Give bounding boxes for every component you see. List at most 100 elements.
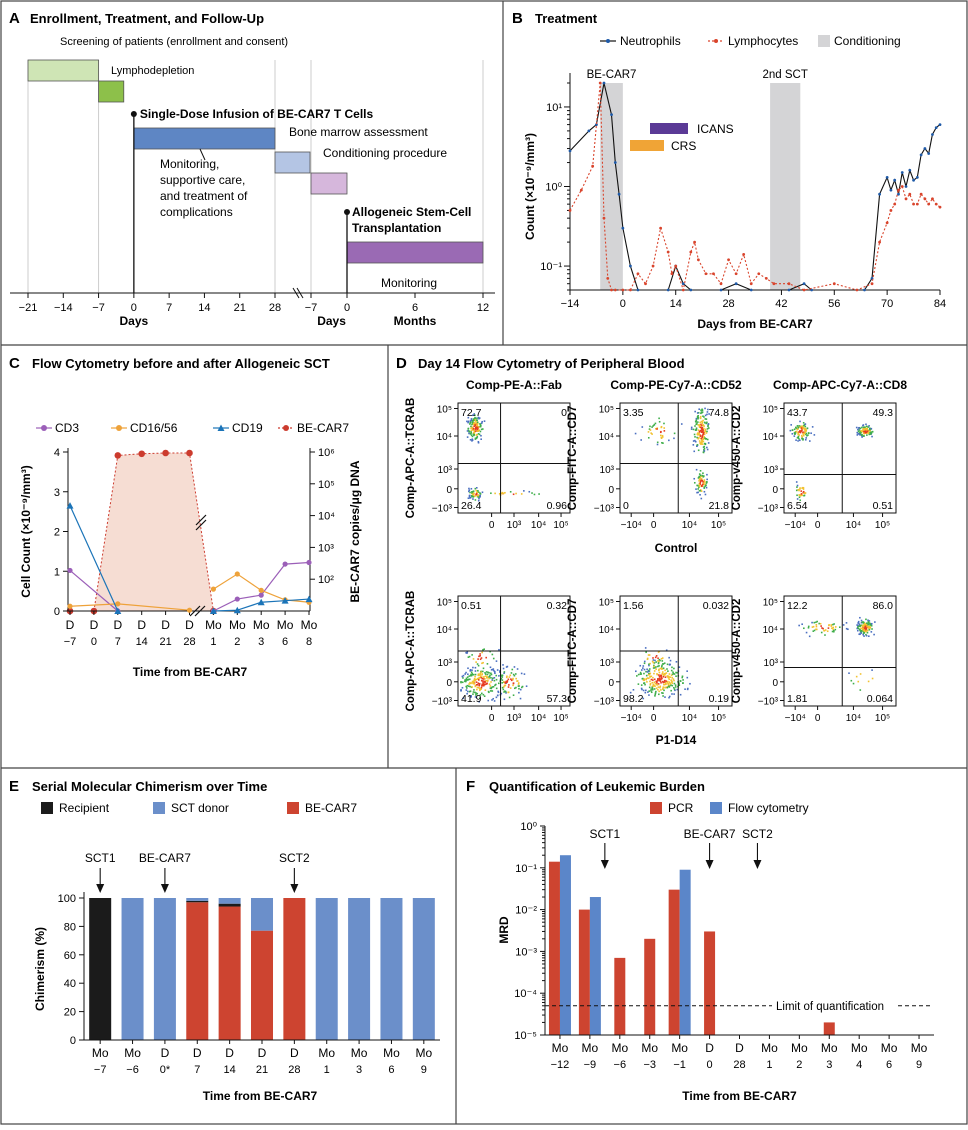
cell-event xyxy=(471,491,473,493)
region-label: 2nd SCT xyxy=(763,69,808,81)
cell-event xyxy=(533,493,536,496)
cell-event xyxy=(654,422,657,425)
event-bar-label: ICANS xyxy=(697,122,734,136)
tick-label: 3 xyxy=(356,1064,362,1076)
cell-event xyxy=(661,692,663,694)
event-bar xyxy=(630,140,664,151)
neutrophils-point xyxy=(912,178,915,182)
cell-event xyxy=(668,673,671,675)
cell-event xyxy=(862,627,864,630)
tick-label: 10⁻² xyxy=(515,905,537,917)
lymphocytes-point xyxy=(900,185,904,188)
cell-event xyxy=(477,441,480,444)
tick-label: D xyxy=(113,618,122,632)
cell-event xyxy=(512,682,515,685)
cell-event xyxy=(701,421,704,423)
cell-event xyxy=(470,434,473,436)
cell-event xyxy=(477,658,479,660)
cell-event xyxy=(640,439,642,441)
cell-event xyxy=(677,682,680,684)
cell-event xyxy=(497,690,499,693)
cell-event xyxy=(474,430,477,432)
cell-event xyxy=(702,451,705,454)
cell-event xyxy=(660,676,663,679)
cell-event xyxy=(476,491,479,493)
cell-event xyxy=(512,673,515,676)
cell-event xyxy=(479,694,482,696)
tick-label: −21 xyxy=(19,302,38,314)
cell-event xyxy=(661,668,664,670)
cell-event xyxy=(857,620,860,623)
cell-event xyxy=(478,697,481,700)
cell-event xyxy=(790,424,792,426)
cell-event xyxy=(799,430,801,432)
cell-event xyxy=(482,667,485,670)
tick-label: 10³ xyxy=(600,465,615,476)
cell-event xyxy=(701,426,704,429)
cell-event xyxy=(656,428,658,430)
cell-event xyxy=(477,664,480,667)
cell-event xyxy=(869,429,871,432)
tick-label: 10⁵ xyxy=(599,598,614,609)
cell-event xyxy=(650,432,652,434)
cell-event xyxy=(476,426,479,428)
legend-label: SCT donor xyxy=(171,801,229,815)
cell-event xyxy=(497,691,500,694)
tick-label: 10⁵ xyxy=(437,405,452,416)
lymphocytes-point xyxy=(904,197,908,201)
cell-event xyxy=(653,670,656,672)
tick-label: 1 xyxy=(54,566,60,578)
panel-a: A Enrollment, Treatment, and Follow-Up S… xyxy=(9,10,495,328)
neutrophils-point xyxy=(908,168,912,172)
cell-event xyxy=(482,648,484,651)
neutrophils-point xyxy=(938,123,942,126)
tick-label: 0 xyxy=(707,1059,713,1071)
cell-event xyxy=(654,682,657,685)
cell-event xyxy=(471,492,473,494)
cell-event xyxy=(708,413,710,415)
cell-event xyxy=(629,691,632,694)
cell-event xyxy=(815,621,817,624)
cell-event xyxy=(479,492,481,494)
neutrophils-point xyxy=(863,288,866,292)
cell-event xyxy=(697,417,699,420)
cell-event xyxy=(495,660,498,662)
region-label: BE-CAR7 xyxy=(587,69,637,81)
cell-event xyxy=(803,627,805,630)
cell-event xyxy=(645,677,648,680)
lymphocytes-point xyxy=(855,288,859,292)
lymphocytes-point xyxy=(598,81,602,85)
cell-event xyxy=(515,492,517,495)
cell-event xyxy=(697,449,700,452)
cell-event xyxy=(861,430,864,433)
cell-event xyxy=(655,666,657,668)
tick-label: Mo xyxy=(351,1046,368,1060)
lymphocytes-point xyxy=(764,276,768,280)
cell-event xyxy=(700,411,703,413)
axis-title: Time from BE-CAR7 xyxy=(682,1089,797,1103)
cell-event xyxy=(466,651,469,654)
cell-event xyxy=(657,683,660,685)
cd19-point xyxy=(305,595,313,603)
cd19-point xyxy=(114,607,122,614)
cell-event xyxy=(666,686,669,688)
cell-event xyxy=(860,619,863,622)
cell-event xyxy=(465,671,467,674)
cell-event xyxy=(645,678,647,681)
cell-event xyxy=(488,677,491,680)
cell-event xyxy=(507,678,510,681)
cell-event xyxy=(639,664,642,667)
axis-label: Months xyxy=(394,314,437,328)
cell-event xyxy=(656,684,659,686)
tick-label: Mo xyxy=(205,618,222,632)
cell-event xyxy=(668,675,670,678)
cell-event xyxy=(702,432,705,434)
cell-event xyxy=(860,632,862,634)
cell-event xyxy=(470,495,473,497)
cell-event xyxy=(868,433,871,436)
cell-event xyxy=(486,675,488,678)
cell-event xyxy=(513,666,516,668)
cell-event xyxy=(869,432,871,434)
quadrant-value: 0.19 xyxy=(709,693,730,705)
cell-event xyxy=(644,691,647,694)
